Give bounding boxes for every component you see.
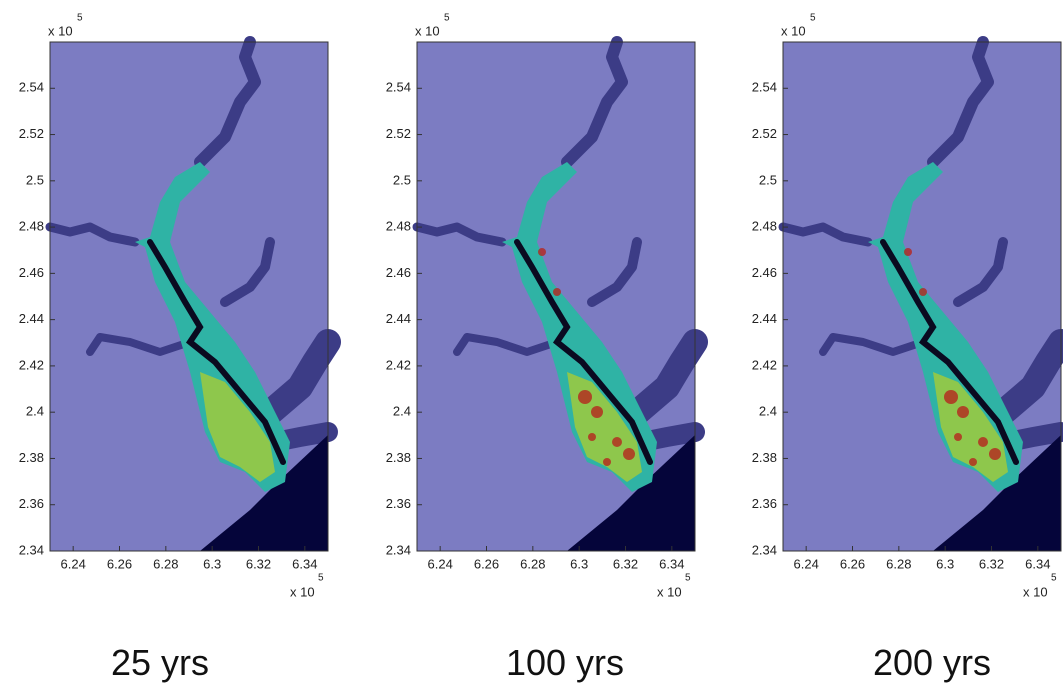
y-tick-label: 2.36 — [752, 496, 777, 511]
y-tick-label: 2.4 — [759, 404, 777, 419]
y-scale-label: x 10 — [415, 23, 440, 38]
y-exponent: 5 — [77, 13, 83, 24]
caption: 25 yrs — [111, 642, 209, 683]
y-tick-label: 2.54 — [752, 80, 777, 95]
y-tick-label: 2.44 — [386, 311, 411, 326]
panel: 6.24 6.26 6.28 6.3 6.32 6.34 2.34 2.36 2.38 2.4 2.… — [752, 13, 1062, 599]
y-tick-label: 2.5 — [393, 172, 411, 187]
x-tick-label: 6.3 — [570, 556, 588, 571]
x-scale-label: x 10 — [290, 584, 315, 599]
y-tick-label: 2.52 — [386, 126, 411, 141]
x-tick-label: 6.26 — [107, 556, 132, 571]
caption: 200 yrs — [873, 642, 991, 683]
y-tick-label: 2.42 — [752, 357, 777, 372]
y-tick-label: 2.34 — [19, 542, 44, 557]
y-tick-label: 2.4 — [393, 404, 411, 419]
panel: 6.24 6.26 6.28 6.3 6.32 6.34 2.34 2.36 2.38 2.4 2.… — [19, 13, 329, 599]
axes-frame — [416, 41, 696, 552]
x-tick-label: 6.28 — [153, 556, 178, 571]
x-exponent: 5 — [1051, 573, 1057, 584]
x-tick-label: 6.34 — [292, 556, 317, 571]
y-tick-label: 2.34 — [386, 542, 411, 557]
y-tick-label: 2.42 — [386, 357, 411, 372]
y-tick-label: 2.54 — [386, 80, 411, 95]
y-exponent: 5 — [444, 13, 450, 24]
axes-frame — [49, 41, 329, 552]
y-scale-label: x 10 — [781, 23, 806, 38]
y-tick-label: 2.44 — [19, 311, 44, 326]
x-exponent: 5 — [685, 573, 691, 584]
y-exponent: 5 — [810, 13, 816, 24]
y-tick-label: 2.34 — [752, 542, 777, 557]
y-tick-label: 2.48 — [752, 219, 777, 234]
x-tick-label: 6.32 — [246, 556, 271, 571]
x-scale-label: x 10 — [657, 584, 682, 599]
y-tick-label: 2.52 — [752, 126, 777, 141]
x-tick-label: 6.28 — [886, 556, 911, 571]
axes-frame — [782, 41, 1062, 552]
y-tick-label: 2.5 — [759, 172, 777, 187]
x-scale-label: x 10 — [1023, 584, 1048, 599]
y-tick-label: 2.38 — [752, 450, 777, 465]
y-tick-label: 2.52 — [19, 126, 44, 141]
x-tick-label: 6.28 — [520, 556, 545, 571]
y-tick-label: 2.5 — [26, 172, 44, 187]
y-tick-label: 2.46 — [752, 265, 777, 280]
y-tick-label: 2.38 — [386, 450, 411, 465]
y-tick-label: 2.48 — [19, 219, 44, 234]
caption: 100 yrs — [506, 642, 624, 683]
x-tick-label: 6.32 — [979, 556, 1004, 571]
x-tick-label: 6.34 — [1025, 556, 1050, 571]
x-tick-label: 6.24 — [428, 556, 453, 571]
y-tick-label: 2.4 — [26, 404, 44, 419]
x-tick-label: 6.32 — [613, 556, 638, 571]
x-tick-label: 6.24 — [794, 556, 819, 571]
x-exponent: 5 — [318, 573, 324, 584]
y-tick-label: 2.46 — [386, 265, 411, 280]
y-tick-label: 2.48 — [386, 219, 411, 234]
y-scale-label: x 10 — [48, 23, 73, 38]
y-tick-label: 2.36 — [19, 496, 44, 511]
y-tick-label: 2.54 — [19, 80, 44, 95]
x-tick-label: 6.24 — [61, 556, 86, 571]
y-tick-label: 2.38 — [19, 450, 44, 465]
x-tick-label: 6.26 — [474, 556, 499, 571]
x-tick-label: 6.34 — [659, 556, 684, 571]
y-tick-label: 2.46 — [19, 265, 44, 280]
y-tick-label: 2.36 — [386, 496, 411, 511]
x-tick-label: 6.3 — [936, 556, 954, 571]
x-tick-label: 6.26 — [840, 556, 865, 571]
panel: 6.24 6.26 6.28 6.3 6.32 6.34 2.34 2.36 2.38 2.4 2.… — [386, 13, 696, 599]
y-tick-label: 2.42 — [19, 357, 44, 372]
x-tick-label: 6.3 — [203, 556, 221, 571]
y-tick-label: 2.44 — [752, 311, 777, 326]
